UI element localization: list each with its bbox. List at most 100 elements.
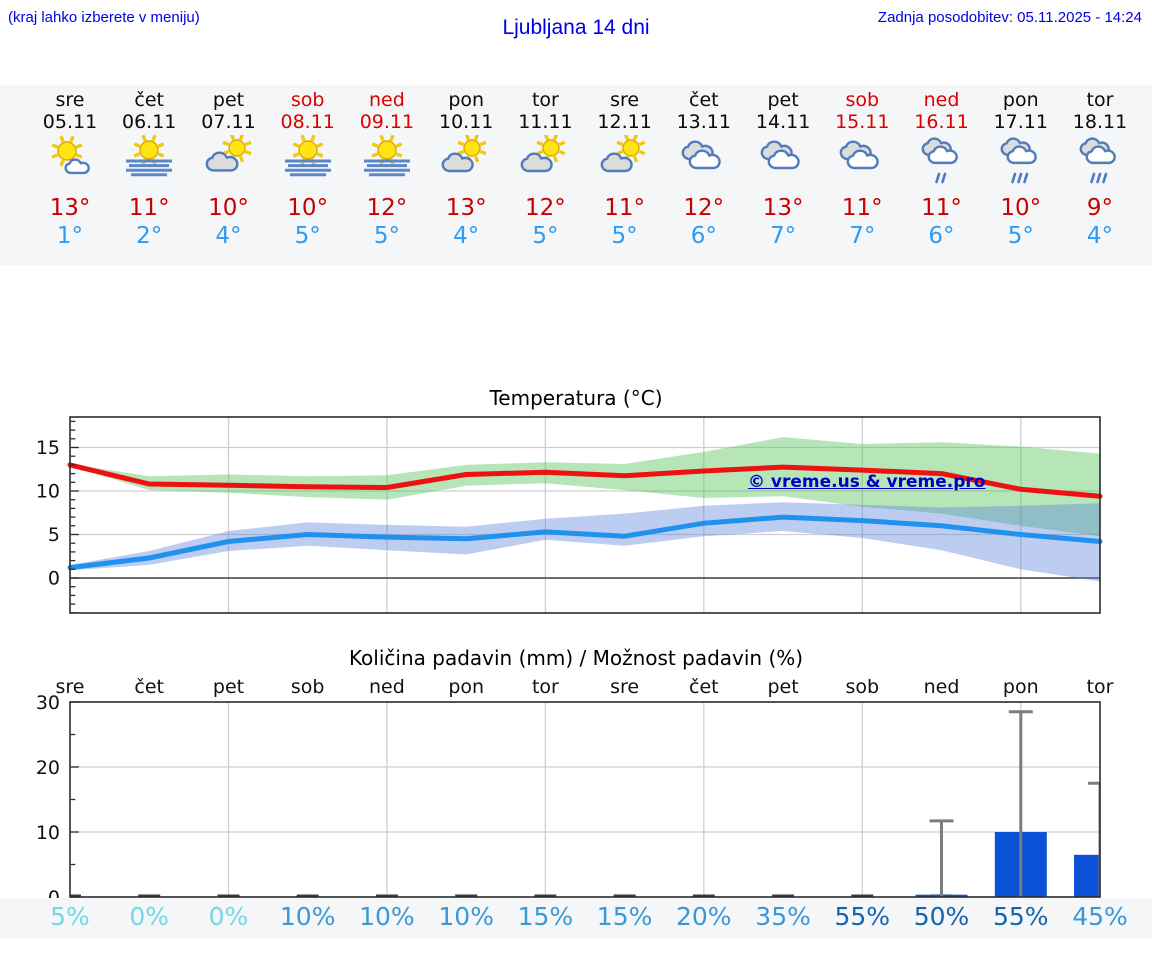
svg-text:tor: tor: [1087, 676, 1114, 698]
day-name: sre: [55, 89, 85, 111]
day-date: 07.11: [201, 111, 256, 133]
precip-probability: 5%: [50, 902, 90, 931]
partly-cloudy-icon: [426, 133, 506, 187]
day-date: 13.11: [676, 111, 731, 133]
precip-probability-row: 5% 0% 0% 10% 10% 10% 15% 15% 20% 35% 55% 50% 55% 45%: [0, 898, 1152, 938]
day-name: sob: [290, 89, 325, 111]
day-name: pon: [448, 89, 485, 111]
day-max-temp: 11°: [841, 195, 883, 221]
day-name: tor: [1086, 89, 1114, 111]
day-max-temp: 10°: [1000, 195, 1042, 221]
day-date: 10.11: [438, 111, 494, 133]
day-date: 05.11: [42, 111, 98, 133]
svg-text:ned: ned: [369, 676, 405, 698]
day-max-temp: 13°: [49, 195, 91, 221]
day-max-temp: 13°: [445, 195, 487, 221]
precipitation-chart: sre čet pet sob ned pon tor sre čet pet sob ned pon t…: [0, 660, 1152, 910]
day-date: 11.11: [518, 111, 573, 133]
cloudy-icon: [822, 135, 902, 187]
svg-text:10: 10: [36, 481, 60, 503]
forecast-day: čet 13.11 12° 6°: [664, 85, 744, 265]
watermark-link[interactable]: © vreme.us & vreme.pro: [748, 472, 986, 492]
day-name: pet: [212, 89, 245, 111]
day-max-temp: 11°: [604, 195, 645, 221]
day-date: 17.11: [993, 111, 1048, 133]
precip-chart-title: Količina padavin (mm) / Možnost padavin …: [348, 646, 804, 670]
svg-text:30: 30: [36, 692, 60, 714]
svg-text:ned: ned: [924, 676, 960, 698]
svg-text:tor: tor: [532, 676, 559, 698]
svg-text:20: 20: [36, 757, 60, 779]
precip-probability: 10%: [438, 902, 494, 931]
day-date: 09.11: [359, 111, 415, 133]
precip-probability: 45%: [1072, 902, 1128, 931]
day-max-temp: 9°: [1086, 195, 1114, 221]
sun-fog-icon: [347, 134, 427, 187]
precip-probability: 15%: [596, 902, 653, 931]
svg-text:pet: pet: [767, 676, 798, 698]
precip-probability: 55%: [993, 902, 1049, 931]
cloudy-icon: [664, 135, 744, 187]
forecast-day: sre 12.11 11° 5°: [585, 85, 665, 265]
day-max-temp: 11°: [128, 195, 170, 221]
day-min-temp: 5°: [611, 223, 638, 249]
svg-text:sre: sre: [56, 676, 85, 698]
day-max-temp: 12°: [525, 195, 566, 221]
cloud-sun-icon: [189, 133, 269, 187]
day-max-temp: 10°: [208, 195, 249, 221]
day-date: 08.11: [280, 111, 335, 133]
page-title: Ljubljana 14 dni: [502, 16, 650, 39]
day-min-temp: 7°: [849, 223, 876, 249]
forecast-day: sob 15.11 11° 7°: [822, 85, 902, 265]
svg-text:5: 5: [48, 524, 60, 546]
precip-probability: 20%: [676, 902, 732, 931]
rain-light-icon: [902, 135, 982, 187]
day-date: 16.11: [914, 111, 969, 133]
day-min-temp: 4°: [1086, 223, 1114, 249]
day-date: 14.11: [755, 111, 811, 133]
day-name: ned: [923, 89, 960, 111]
rain-icon: [981, 135, 1061, 187]
day-name: tor: [531, 89, 559, 111]
svg-text:15: 15: [36, 437, 60, 459]
day-min-temp: 4°: [453, 223, 480, 249]
day-min-temp: 6°: [928, 223, 955, 249]
svg-text:sre: sre: [610, 676, 639, 698]
sun-fog-icon: [268, 134, 348, 187]
day-name: sre: [610, 89, 640, 111]
day-name: ned: [368, 89, 405, 111]
forecast-day: pon 10.11 13° 4°: [426, 85, 506, 265]
day-name: čet: [689, 89, 719, 111]
precip-probability: 15%: [517, 902, 574, 931]
forecast-day: sob 08.11 10° 5°: [268, 85, 348, 265]
forecast-strip: sre 05.11 13° 1° čet 06.11 11° 2° pet 07.11 10° 4° s…: [0, 85, 1152, 265]
probability-row-background: [0, 898, 1152, 938]
partly-cloudy-icon: [505, 133, 585, 187]
day-max-temp: 12°: [683, 195, 725, 221]
day-min-temp: 1°: [56, 223, 84, 249]
day-min-temp: 2°: [136, 223, 163, 249]
svg-text:sob: sob: [846, 676, 880, 698]
day-min-temp: 6°: [690, 223, 717, 249]
forecast-day: tor 11.11 12° 5°: [505, 85, 585, 265]
svg-text:pon: pon: [1003, 676, 1039, 698]
precip-probability: 10%: [279, 902, 336, 931]
day-min-temp: 5°: [373, 223, 400, 249]
day-date: 12.11: [597, 111, 652, 133]
day-min-temp: 5°: [532, 223, 559, 249]
temperature-chart: 0 5 10 15: [0, 380, 1152, 625]
forecast-day: ned 16.11 11° 6°: [902, 85, 982, 265]
svg-text:pet: pet: [213, 676, 244, 698]
svg-text:čet: čet: [134, 676, 164, 698]
day-name: sob: [845, 89, 880, 111]
forecast-strip-background: [0, 85, 1152, 265]
day-name: pet: [767, 89, 799, 111]
precip-probability: 35%: [755, 902, 811, 931]
svg-text:0: 0: [48, 568, 60, 590]
forecast-day: sre 05.11 13° 1°: [30, 85, 110, 265]
svg-text:10: 10: [36, 822, 60, 844]
precip-probability: 10%: [359, 902, 415, 931]
sun-fog-icon: [109, 134, 189, 187]
last-update: Zadnja posodobitev: 05.11.2025 - 14:24: [877, 9, 1142, 26]
rain-icon: [1060, 135, 1140, 187]
